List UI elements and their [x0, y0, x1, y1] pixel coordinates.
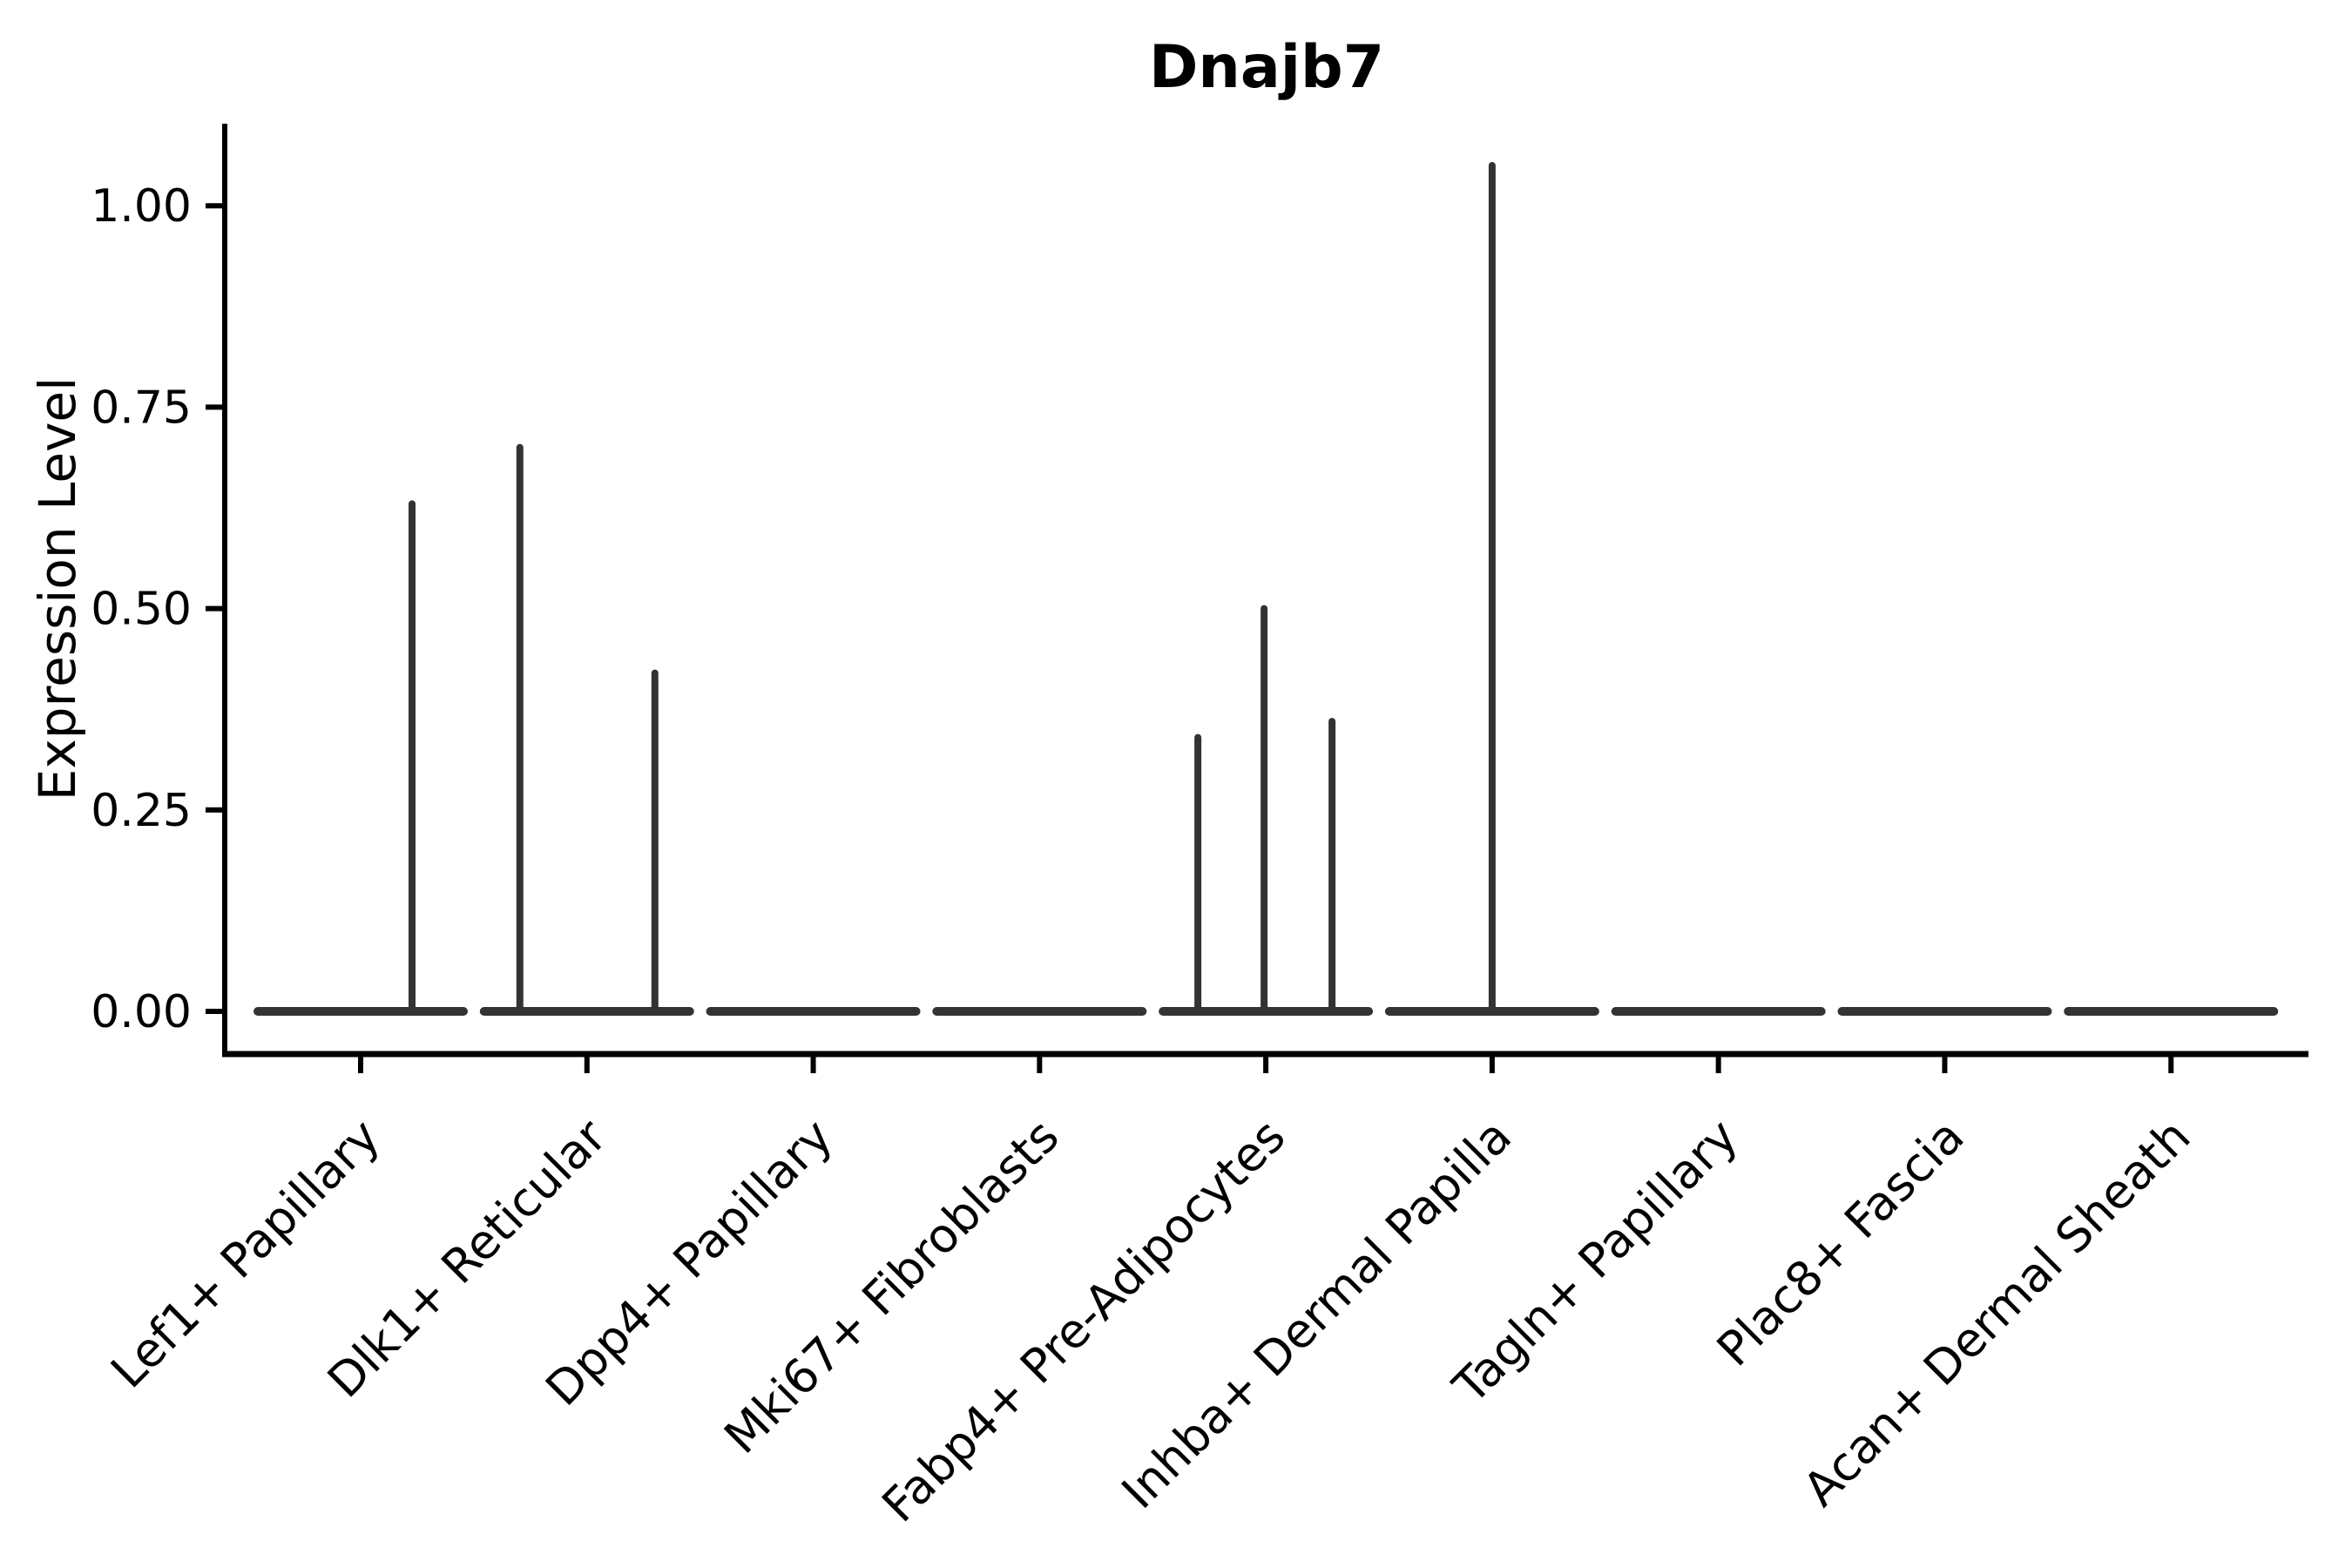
x-tick-label: Acan+ Dermal Sheath	[1793, 1109, 2200, 1517]
violins-layer	[253, 161, 2279, 1016]
y-tick-label: 0.25	[91, 785, 192, 837]
x-tick-label: Fabp4+ Pre-Adipocytes	[872, 1109, 1296, 1533]
chart-title: Dnajb7	[1149, 33, 1384, 102]
y-tick-label: 0.00	[91, 986, 192, 1038]
y-tick-label: 0.75	[91, 382, 192, 434]
y-tick-label: 1.00	[91, 180, 192, 233]
x-tick-label: Inhba+ Dermal Papilla	[1112, 1109, 1522, 1519]
y-axis-label: Expression Level	[28, 377, 87, 801]
axes	[206, 124, 2308, 1073]
y-tick-label: 0.50	[91, 584, 192, 636]
y-tick-labels: 0.00 0.25 0.50 0.75 1.00	[91, 180, 192, 1038]
